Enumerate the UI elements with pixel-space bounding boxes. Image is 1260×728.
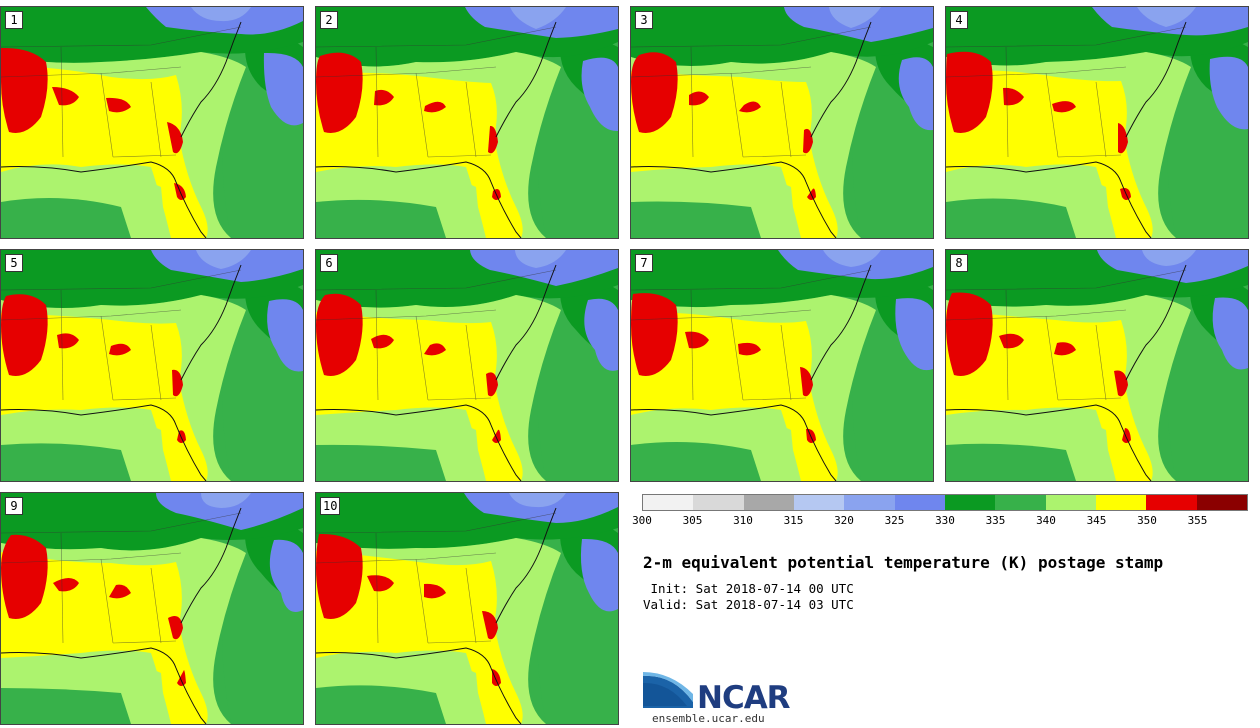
valid-time: Valid: Sat 2018-07-14 03 UTC (643, 597, 854, 612)
member-number: 8 (950, 254, 968, 272)
colorbar-tick-label: 345 (1086, 514, 1107, 527)
colorbar-tick-label: 300 (632, 514, 652, 527)
member-number: 9 (5, 497, 23, 515)
member-number: 2 (320, 11, 338, 29)
colorbar-tick-labels: 300 305 310 315 320 325 330 335 340 345 350 355 (632, 514, 1248, 528)
colorbar-swatch (894, 495, 945, 510)
ncar-logo: NCAR ensemble.ucar.edu (643, 672, 803, 728)
theta-e-field-map (1, 7, 303, 238)
ncar-swoosh-icon (643, 672, 693, 708)
theta-e-field-map (1, 493, 303, 724)
theta-e-field-map (1, 250, 303, 481)
colorbar-tick-label: 305 (682, 514, 703, 527)
colorbar-tick-label: 340 (1036, 514, 1056, 527)
colorbar-tick-label: 310 (733, 514, 753, 527)
member-panel: 2 (315, 6, 619, 239)
member-panel: 9 (0, 492, 304, 725)
member-number: 1 (5, 11, 23, 29)
member-number: 6 (320, 254, 338, 272)
member-number: 7 (635, 254, 653, 272)
member-panel: 8 (945, 249, 1249, 482)
colorbar-swatch (643, 495, 694, 510)
colorbar-swatch (1045, 495, 1096, 510)
colorbar-swatch (793, 495, 845, 510)
colorbar-swatch (1095, 495, 1147, 510)
logo-url: ensemble.ucar.edu (652, 712, 765, 725)
colorbar-swatch (944, 495, 996, 510)
theta-e-field-map (631, 250, 933, 481)
member-number: 5 (5, 254, 23, 272)
colorbar-swatch (1146, 495, 1197, 510)
colorbar-swatches (642, 494, 1248, 511)
logo-wordmark: NCAR (697, 680, 791, 716)
member-panel: 7 (630, 249, 934, 482)
member-number: 10 (320, 497, 341, 515)
colorbar-tick-label: 315 (783, 514, 804, 527)
member-number: 4 (950, 11, 968, 29)
member-panel: 5 (0, 249, 304, 482)
member-panel: 3 (630, 6, 934, 239)
colorbar: 300 305 310 315 320 325 330 335 340 345 350 355 (632, 494, 1248, 534)
theta-e-field-map (316, 7, 618, 238)
colorbar-swatch (844, 495, 895, 510)
colorbar-tick-label: 320 (834, 514, 854, 527)
theta-e-field-map (316, 493, 618, 724)
member-panel: 1 (0, 6, 304, 239)
colorbar-tick-label: 350 (1137, 514, 1157, 527)
colorbar-swatch (743, 495, 794, 510)
theta-e-field-map (631, 7, 933, 238)
theta-e-field-map (316, 250, 618, 481)
colorbar-swatch (1196, 495, 1247, 510)
colorbar-tick-label: 335 (985, 514, 1006, 527)
colorbar-tick-label: 325 (884, 514, 905, 527)
colorbar-tick-label: 330 (935, 514, 955, 527)
init-time: Init: Sat 2018-07-14 00 UTC (643, 581, 854, 596)
colorbar-tick-label: 355 (1187, 514, 1208, 527)
member-panel: 4 (945, 6, 1249, 239)
member-number: 3 (635, 11, 653, 29)
plot-title: 2-m equivalent potential temperature (K)… (643, 553, 1164, 572)
member-panel: 6 (315, 249, 619, 482)
theta-e-field-map (946, 7, 1248, 238)
member-panel: 10 (315, 492, 619, 725)
colorbar-swatch (693, 495, 744, 510)
theta-e-field-map (946, 250, 1248, 481)
colorbar-swatch (995, 495, 1046, 510)
